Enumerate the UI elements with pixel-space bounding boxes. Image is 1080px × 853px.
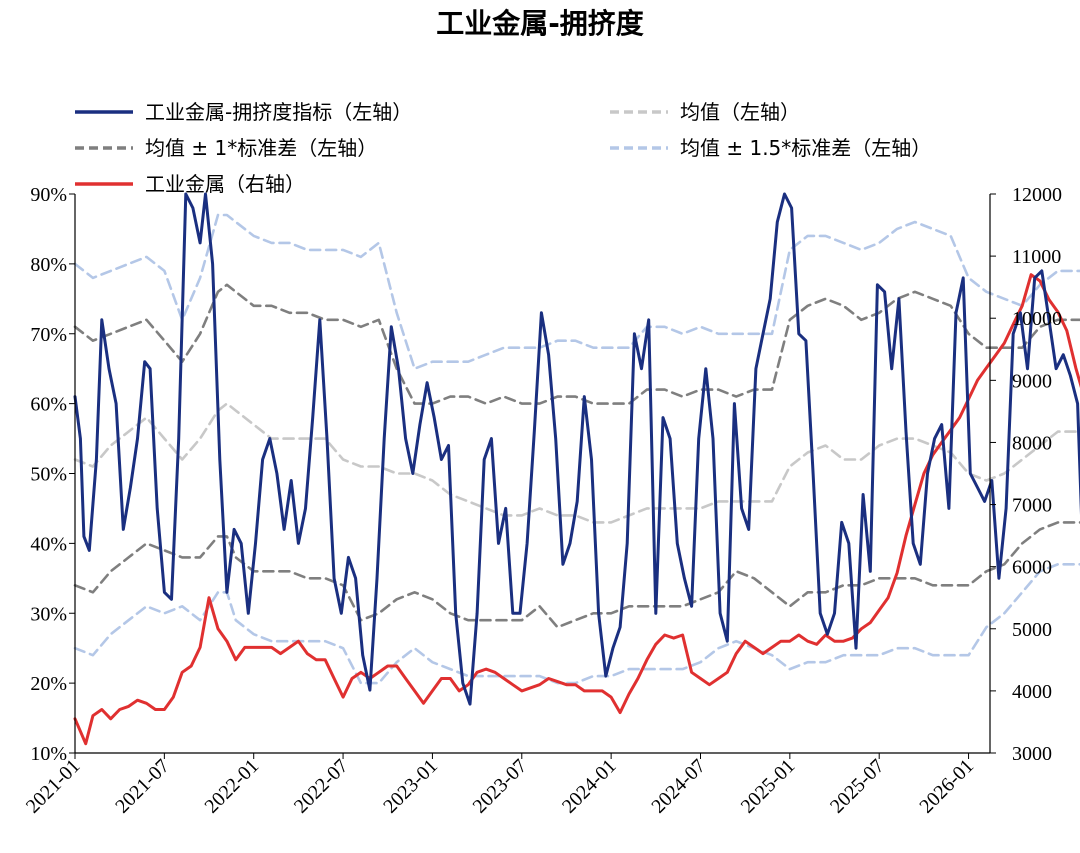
legend-label-sd1: 均值 ± 1*标准差（左轴） [145,136,377,160]
y-right-tick-label: 10000 [1012,308,1062,330]
x-tick-label: 2024-07 [647,755,710,818]
main-series [73,192,1080,746]
x-tick-label: 2022-07 [290,755,353,818]
y-left-tick-label: 20% [30,673,67,695]
y-right-tick-label: 9000 [1012,370,1052,392]
y-right-tick-label: 7000 [1012,495,1052,517]
y-right-tick-label: 6000 [1012,557,1052,579]
chart-title: 工业金属-拥挤度 [436,7,644,40]
series-line-crowding [73,192,1080,706]
legend-label-price: 工业金属（右轴） [145,172,305,196]
x-tick-label: 2025-07 [826,755,889,818]
x-tick-label: 2023-01 [379,755,442,818]
y-left-tick-label: 60% [30,394,67,416]
x-tick-label: 2026-01 [915,755,978,818]
legend: 工业金属-拥挤度指标（左轴） 均值（左轴） 均值 ± 1*标准差（左轴） 均值 ± 1… [75,100,931,196]
series-line-sd15_lower [73,563,1080,685]
y-left-tick-label: 10% [30,743,67,765]
y-left-tick-label: 40% [30,533,67,555]
x-tick-label: 2024-01 [558,755,621,818]
series-line-sd1_upper [73,283,1080,405]
legend-label-crowding: 工业金属-拥挤度指标（左轴） [145,100,412,124]
legend-label-sd15: 均值 ± 1.5*标准差（左轴） [680,136,931,160]
series-line-sd1_lower [73,521,1080,629]
y-left-tick-label: 80% [30,254,67,276]
legend-label-mean: 均值（左轴） [680,100,800,124]
series-line-sd15_upper [73,213,1080,370]
x-tick-label: 2021-07 [111,755,174,818]
y-right-tick-label: 12000 [1012,184,1062,206]
x-tick-label: 2022-01 [201,755,264,818]
axes: 10% 20% 30% 40% 50% 60% 70% 80% 90% 3000 4000 5000 6… [22,184,1062,818]
y-left-tick-label: 90% [30,184,67,206]
y-right-tick-label: 8000 [1012,432,1052,454]
y-right-tick-label: 11000 [1012,246,1061,268]
x-tick-label: 2023-07 [469,755,532,818]
y-right-tick-label: 3000 [1012,743,1052,765]
y-right-tick-label: 4000 [1012,681,1052,703]
x-tick-label: 2025-01 [737,755,800,818]
y-left-tick-label: 70% [30,324,67,346]
y-left-tick-label: 50% [30,464,67,486]
y-right-tick-label: 5000 [1012,619,1052,641]
y-left-tick-label: 30% [30,603,67,625]
band-lines [73,213,1080,685]
